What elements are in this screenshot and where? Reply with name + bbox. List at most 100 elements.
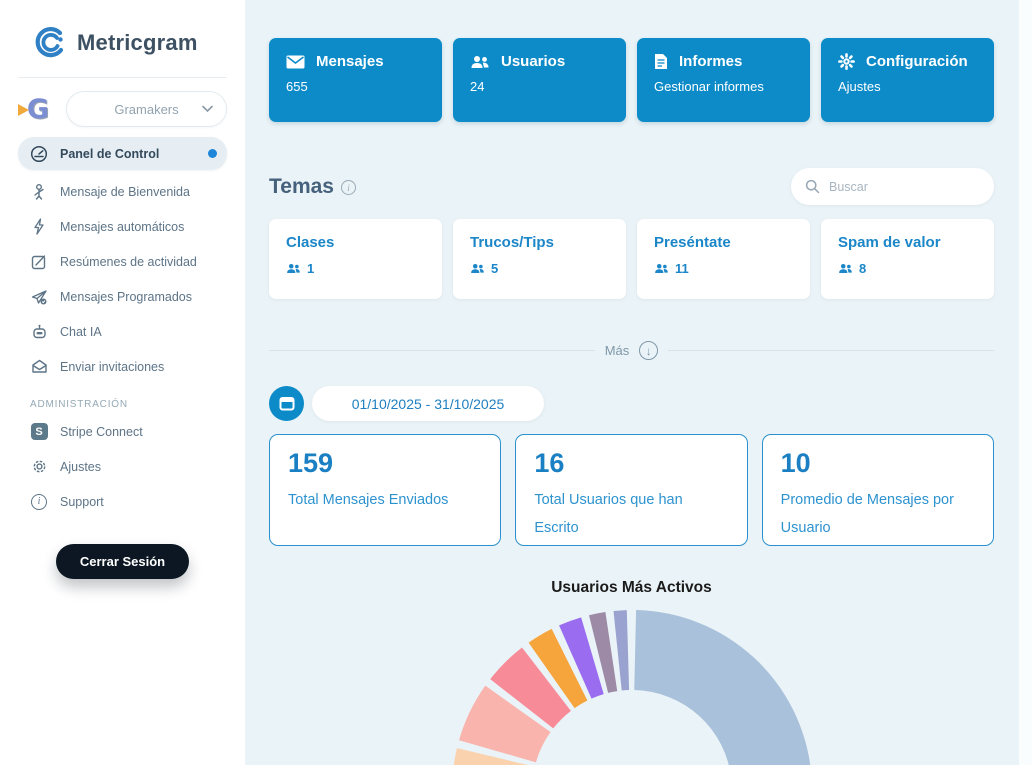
sidebar-item-support[interactable]: i Support: [18, 484, 227, 519]
topic-count-value: 1: [307, 261, 315, 276]
active-users-donut: [451, 610, 812, 765]
sidebar-item-stripe-connect[interactable]: S Stripe Connect: [18, 414, 227, 449]
date-range-input[interactable]: 01/10/2025 - 31/10/2025: [312, 386, 544, 421]
users-icon: [654, 263, 669, 274]
quick-card-value: Ajustes: [838, 79, 881, 94]
quick-card-value: Gestionar informes: [654, 79, 764, 94]
welcome-person-icon: [30, 183, 48, 200]
sidebar-item-mensajes-programados[interactable]: Mensajes Programados: [18, 279, 227, 314]
sidebar-item-label: Support: [60, 494, 104, 509]
divider: [668, 350, 994, 351]
sidebar-item-panel-de-control[interactable]: Panel de Control: [18, 137, 227, 170]
envelope-icon: [286, 55, 305, 69]
gear-icon: [30, 458, 48, 475]
more-divider: Más ↓: [269, 341, 994, 360]
main-content: Mensajes 655 Usuarios 24: [245, 0, 1032, 765]
search-icon: [805, 179, 820, 194]
stat-label: Promedio de Mensajes por Usuario: [780, 492, 954, 536]
stat-label: Total Usuarios que han Escrito: [534, 492, 683, 536]
users-icon: [470, 263, 485, 274]
calendar-button[interactable]: [269, 386, 304, 421]
quick-card-value: 655: [286, 79, 308, 94]
usuarios-card[interactable]: Usuarios 24: [453, 38, 626, 122]
stat-value: 10: [780, 448, 811, 478]
logout-button[interactable]: Cerrar Sesión: [55, 544, 190, 579]
sidebar-item-mensajes-automaticos[interactable]: Mensajes automáticos: [18, 209, 227, 244]
users-icon: [470, 55, 490, 69]
workspace-avatar: G: [18, 91, 56, 127]
open-envelope-icon: [30, 359, 48, 374]
topic-card-clases[interactable]: Clases 1: [269, 219, 442, 299]
chart-title: Usuarios Más Activos: [551, 579, 712, 596]
lightning-icon: [30, 218, 48, 235]
quick-card-value: 24: [470, 79, 485, 94]
informes-card[interactable]: Informes Gestionar informes: [637, 38, 810, 122]
sidebar-item-label: Ajustes: [60, 459, 101, 474]
dashboard-gauge-icon: [30, 145, 48, 163]
topic-card-spam-de-valor[interactable]: Spam de valor 8: [821, 219, 994, 299]
mensajes-card[interactable]: Mensajes 655: [269, 38, 442, 122]
donut-slice-8[interactable]: [613, 610, 629, 691]
active-indicator-dot: [208, 149, 217, 158]
stat-value: 16: [534, 448, 565, 478]
sidebar-item-label: Panel de Control: [60, 146, 160, 161]
info-icon: i: [31, 493, 47, 510]
admin-section-label: ADMINISTRACIÓN: [30, 399, 128, 410]
temas-heading: Temas: [269, 174, 334, 198]
donut-slice-4[interactable]: [489, 647, 571, 729]
more-label: Más: [604, 343, 630, 358]
sidebar-item-enviar-invitaciones[interactable]: Enviar invitaciones: [18, 349, 227, 384]
donut-slice-2[interactable]: [451, 748, 536, 765]
search-box[interactable]: [791, 168, 994, 205]
sidebar-item-mensaje-de-bienvenida[interactable]: Mensaje de Bienvenida: [18, 174, 227, 209]
donut-slice-7[interactable]: [588, 611, 617, 693]
users-icon: [838, 263, 853, 274]
donut-slice-5[interactable]: [528, 628, 587, 709]
divider: [269, 350, 595, 351]
topic-title: Spam de valor: [838, 234, 941, 251]
topic-card-trucos-tips[interactable]: Trucos/Tips 5: [453, 219, 626, 299]
sidebar-item-ajustes[interactable]: Ajustes: [18, 449, 227, 484]
edit-note-icon: [30, 254, 48, 270]
sidebar-item-label: Chat IA: [60, 324, 102, 339]
sidebar-item-resumenes-de-actividad[interactable]: Resúmenes de actividad: [18, 244, 227, 279]
stat-card-total-usuarios: 16 Total Usuarios que han Escrito: [515, 434, 748, 546]
sidebar-item-label: Enviar invitaciones: [60, 359, 165, 374]
divider: [18, 77, 227, 78]
topic-title: Preséntate: [654, 234, 731, 251]
expand-down-arrow-icon[interactable]: ↓: [639, 341, 659, 360]
sidebar-item-label: Mensajes automáticos: [60, 219, 185, 234]
sidebar: Metricgram G Gramakers Panel de Control: [0, 0, 245, 765]
sidebar-item-chat-ia[interactable]: Chat IA: [18, 314, 227, 349]
stat-cards-row: 159 Total Mensajes Enviados 16 Total Usu…: [269, 434, 994, 546]
donut-slice-3[interactable]: [458, 685, 551, 763]
avatar-arrow-icon: [18, 104, 29, 116]
sidebar-item-label: Stripe Connect: [60, 424, 143, 439]
info-icon[interactable]: i: [340, 180, 356, 195]
chevron-down-icon: [202, 105, 213, 113]
users-icon: [286, 263, 301, 274]
topic-count-value: 11: [675, 261, 689, 276]
robot-icon: [30, 324, 48, 340]
topic-cards-row: Clases 1 Trucos/Tips 5 Preséntate 11 Spa…: [269, 219, 994, 299]
active-users-chart-section: Usuarios Más Activos: [269, 579, 994, 765]
quick-card-label: Mensajes: [316, 53, 384, 70]
search-input[interactable]: [829, 179, 990, 194]
donut-slice-6[interactable]: [558, 617, 604, 699]
donut-slice-1[interactable]: [464, 610, 812, 765]
metricgram-logo-icon: [34, 26, 68, 60]
scrollbar-track[interactable]: [1019, 0, 1032, 765]
workspace-select[interactable]: Gramakers: [66, 91, 227, 127]
stat-value: 159: [288, 448, 334, 478]
topic-title: Clases: [286, 234, 335, 251]
sidebar-item-label: Mensajes Programados: [60, 289, 193, 304]
topic-card-presentate[interactable]: Preséntate 11: [637, 219, 810, 299]
sidebar-nav: Panel de Control Mensaje de Bienvenida M…: [18, 137, 227, 519]
quick-card-label: Usuarios: [501, 53, 566, 70]
stat-card-promedio-mensajes: 10 Promedio de Mensajes por Usuario: [761, 434, 994, 546]
logo: Metricgram: [18, 26, 227, 60]
configuracion-card[interactable]: Configuración Ajustes: [821, 38, 994, 122]
paper-plane-icon: [30, 289, 48, 305]
sidebar-item-label: Resúmenes de actividad: [60, 254, 197, 269]
sidebar-item-label: Mensaje de Bienvenida: [60, 184, 190, 199]
